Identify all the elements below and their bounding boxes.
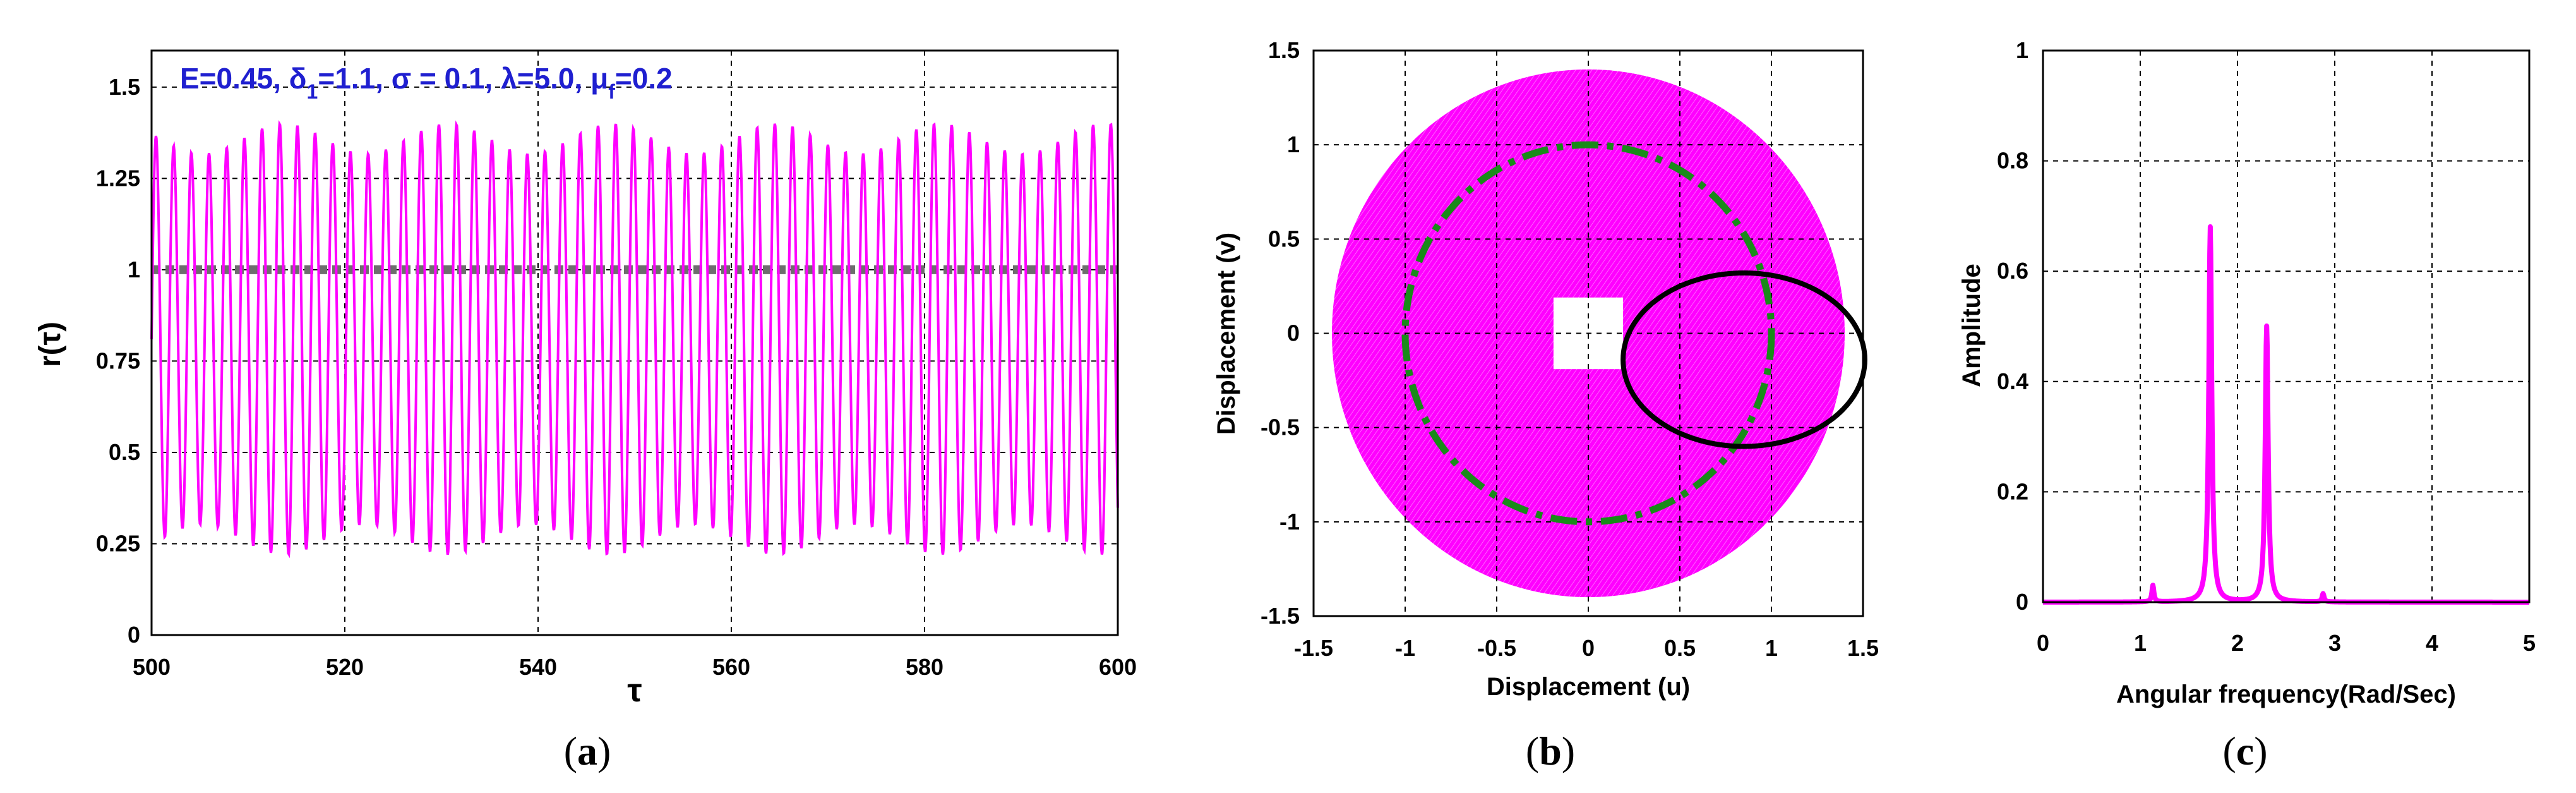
a-x-tick: 560 — [712, 654, 750, 680]
b-y-tick: 1 — [1287, 131, 1300, 157]
a-plot-frame — [150, 49, 1119, 636]
b-caption: (b) — [1526, 729, 1575, 773]
b-x-axis-label: Displacement (u) — [1487, 673, 1690, 701]
c-y-tick: 0.4 — [1997, 368, 2028, 394]
c-y-tick-labels: 0 0.2 0.4 0.6 0.8 1 — [1997, 37, 2028, 615]
a-x-tick: 600 — [1099, 654, 1137, 680]
a-x-tick: 520 — [326, 654, 364, 680]
panel-c: 0 1 2 3 4 5 0 0.2 0.4 0.6 0.8 1 Angular frequency(… — [1958, 37, 2536, 773]
b-x-tick: 0 — [1582, 635, 1595, 661]
c-gridlines — [2043, 51, 2529, 602]
c-x-tick: 5 — [2523, 630, 2536, 656]
c-y-tick: 0.8 — [1997, 148, 2028, 174]
b-y-tick: 1.5 — [1268, 37, 1300, 63]
a-caption: (a) — [564, 729, 611, 773]
annot-mu: μ — [590, 62, 608, 95]
a-y-tick: 0.25 — [96, 530, 140, 556]
c-x-tick: 1 — [2134, 630, 2147, 656]
panel-a: 500 520 540 560 580 600 00.250.50.7511.251.5 … — [33, 49, 1137, 773]
c-y-axis-label: Amplitude — [1958, 263, 1986, 387]
c-y-tick: 0.2 — [1997, 478, 2028, 504]
b-y-tick-labels: -1.5 -1 -0.5 0 0.5 1 1.5 — [1261, 37, 1300, 629]
a-x-tick: 500 — [133, 654, 171, 680]
panel-b: -1.5 -1 -0.5 0 0.5 1 1.5 -1.5 -1 -0.5 0 0.5 1 1.5 Di… — [1213, 37, 1879, 773]
c-x-tick: 0 — [2037, 630, 2049, 656]
b-y-axis-label: Displacement (v) — [1213, 233, 1240, 435]
a-parameter-annotation: E=0.45, δ1=1.1, σ = 0.1, λ=5.0, μf=0.2 — [180, 62, 673, 103]
c-caption: (c) — [2222, 729, 2267, 773]
b-x-tick: 0.5 — [1664, 635, 1696, 661]
a-x-tick: 580 — [906, 654, 944, 680]
b-y-tick: 0 — [1287, 320, 1300, 346]
c-y-tick: 0 — [2016, 589, 2028, 615]
a-y-tick: 0.75 — [96, 348, 140, 373]
a-y-axis-label: r(τ) — [33, 322, 67, 367]
a-y-tick: 1.5 — [109, 74, 140, 100]
b-y-tick: 0.5 — [1268, 226, 1300, 251]
annot-mu-sub: f — [608, 80, 615, 103]
b-x-tick: -1.5 — [1294, 635, 1333, 661]
b-x-tick: -1 — [1395, 635, 1415, 661]
a-x-tick-labels: 500 520 540 560 580 600 — [133, 654, 1137, 680]
b-y-tick: -0.5 — [1261, 415, 1300, 440]
c-y-tick: 0.6 — [1997, 258, 2028, 284]
a-x-tick: 540 — [519, 654, 557, 680]
c-x-tick-labels: 0 1 2 3 4 5 — [2037, 630, 2536, 656]
annot-lambda: λ=5.0, — [501, 62, 590, 95]
c-plot-frame — [2042, 49, 2531, 603]
a-y-tick-labels: 0 0.25 0.5 0.75 1 1.25 1.5 — [96, 74, 140, 648]
a-y-tick: 1 — [128, 257, 140, 282]
annot-delta-val: =1.1, — [318, 62, 391, 95]
annot-delta-sub: 1 — [307, 80, 318, 103]
c-x-tick: 3 — [2328, 630, 2341, 656]
a-y-tick: 0 — [128, 622, 140, 648]
b-x-tick-labels: -1.5 -1 -0.5 0 0.5 1 1.5 — [1294, 635, 1879, 661]
annot-mu-val: =0.2 — [615, 62, 673, 95]
a-y-tick: 1.25 — [96, 165, 140, 191]
b-y-tick: -1.5 — [1261, 603, 1300, 629]
b-x-tick: 1.5 — [1847, 635, 1879, 661]
annot-E: E=0.45, — [180, 62, 289, 95]
c-x-tick: 4 — [2426, 630, 2438, 656]
annot-sigma: σ = 0.1, — [392, 62, 501, 95]
b-y-tick: -1 — [1279, 509, 1300, 535]
annot-delta: δ — [289, 62, 307, 95]
c-series-spectrum — [2040, 224, 2532, 605]
b-x-tick: -0.5 — [1477, 635, 1516, 661]
b-x-tick: 1 — [1765, 635, 1778, 661]
b-series-unit-circle — [1401, 141, 1775, 526]
a-series-r-tau — [150, 120, 1119, 559]
a-y-tick: 0.5 — [109, 439, 140, 465]
a-x-axis-label: τ — [627, 672, 642, 709]
c-y-tick: 1 — [2016, 37, 2028, 63]
c-x-tick: 2 — [2231, 630, 2244, 656]
b-plot-frame — [1312, 49, 1864, 617]
b-series-closed-orbit — [1620, 270, 1867, 449]
c-x-axis-label: Angular frequency(Rad/Sec) — [2116, 681, 2456, 708]
